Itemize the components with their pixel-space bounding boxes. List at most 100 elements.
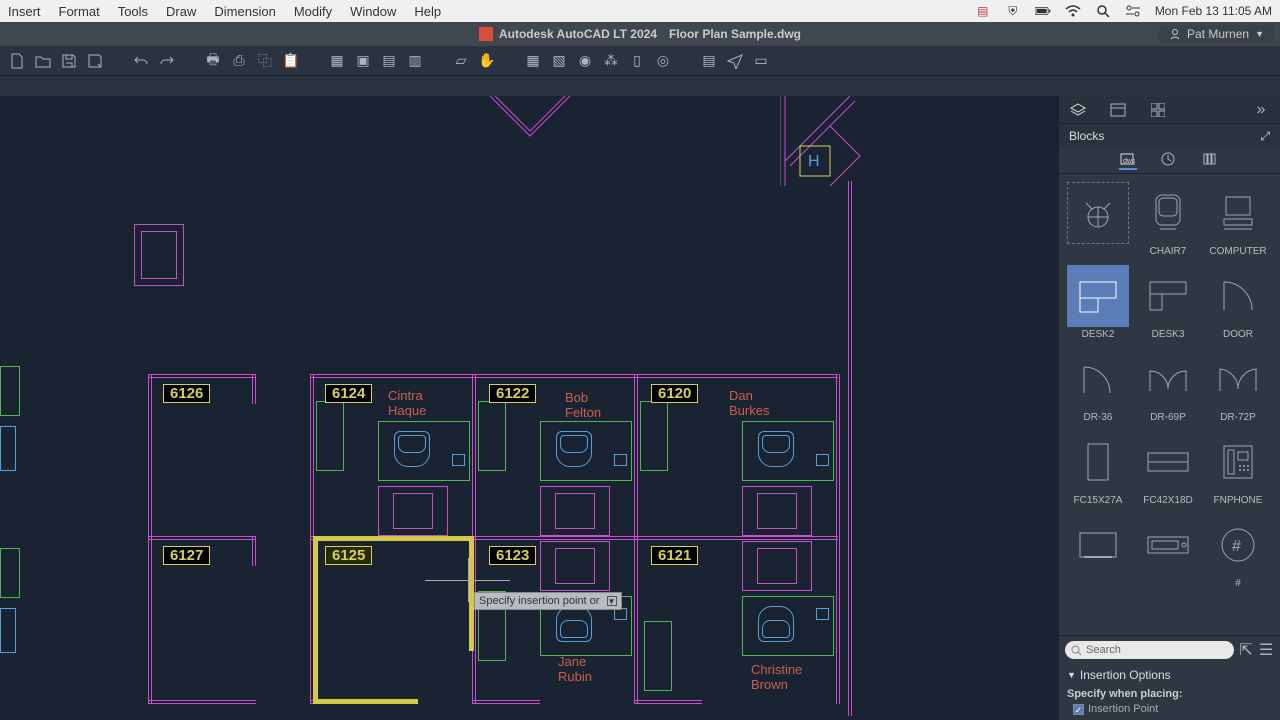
furniture-desk	[644, 621, 672, 691]
block-button[interactable]: ▣	[352, 50, 374, 72]
room-label: 6126	[163, 384, 210, 403]
spotlight-icon[interactable]	[1095, 3, 1111, 19]
wall	[472, 700, 540, 704]
app-name: Autodesk AutoCAD LT 2024	[499, 27, 657, 41]
insert-options-button[interactable]: ⇱	[1238, 640, 1254, 660]
computer-icon	[614, 454, 627, 466]
wall	[848, 181, 852, 716]
furniture-chair	[758, 606, 794, 642]
plot-preview-button[interactable]: ⎙	[228, 50, 250, 72]
block-search-input[interactable]: Search	[1065, 641, 1234, 659]
blocks-footer: Search ⇱ ☰ ▼ Insertion Options Specify w…	[1059, 635, 1280, 720]
selection-highlight	[313, 536, 318, 703]
occupant-name: DanBurkes	[729, 389, 769, 419]
svg-text:#: #	[1232, 538, 1241, 555]
save-as-button[interactable]	[84, 50, 106, 72]
open-file-button[interactable]	[32, 50, 54, 72]
pan-button[interactable]: ✋	[476, 50, 498, 72]
block-item-dr36[interactable]: DR-36	[1065, 348, 1131, 423]
tool-h-button[interactable]: ▭	[750, 50, 772, 72]
tool-c-button[interactable]: ◉	[574, 50, 596, 72]
user-account-button[interactable]: Pat Murnen ▼	[1159, 25, 1274, 43]
subtab-recent[interactable]	[1161, 152, 1179, 170]
block-item-door[interactable]: DOOR	[1205, 265, 1271, 340]
block-item[interactable]	[1065, 182, 1131, 257]
copy-button[interactable]: ⿻	[254, 50, 276, 72]
search-placeholder: Search	[1086, 644, 1121, 656]
panel-subtabs: dwg	[1059, 148, 1280, 174]
block-item-dr72p[interactable]: DR-72P	[1205, 348, 1271, 423]
panel-title: Blocks	[1069, 129, 1104, 143]
tool-e-button[interactable]: ▯	[626, 50, 648, 72]
block-item-fc42x18d[interactable]: FC42X18D	[1135, 431, 1201, 506]
shield-icon[interactable]: ⛨	[1005, 3, 1021, 19]
layer-button[interactable]: ▦	[326, 50, 348, 72]
menu-draw[interactable]: Draw	[166, 4, 196, 19]
block-item-chair7[interactable]: CHAIR7	[1135, 182, 1201, 257]
tool-b-button[interactable]: ▧	[548, 50, 570, 72]
panel-tab-properties[interactable]	[1109, 101, 1127, 119]
menu-format[interactable]: Format	[59, 4, 100, 19]
svg-text:H: H	[808, 153, 820, 170]
furniture-cabinet	[540, 541, 610, 591]
furniture-cabinet	[540, 486, 610, 536]
undo-button[interactable]	[130, 50, 152, 72]
panel-tab-bar: »	[1059, 96, 1280, 124]
panel-tab-layers[interactable]	[1069, 101, 1087, 119]
block-item-computer[interactable]: COMPUTER	[1205, 182, 1271, 257]
list-view-button[interactable]: ☰	[1258, 640, 1274, 660]
xref-button[interactable]: ▤	[378, 50, 400, 72]
app-indicator-icon[interactable]: ▤	[975, 3, 991, 19]
menu-window[interactable]: Window	[350, 4, 396, 19]
menu-modify[interactable]: Modify	[294, 4, 332, 19]
occupant-name: BobFelton	[565, 391, 601, 421]
block-item-desk2[interactable]: DESK2	[1065, 265, 1131, 340]
tool-g-button[interactable]: ▤	[698, 50, 720, 72]
new-file-button[interactable]	[6, 50, 28, 72]
panel-popout-icon[interactable]: ⤢	[1260, 129, 1270, 144]
panel-expand-button[interactable]: »	[1252, 101, 1270, 119]
menu-dimension[interactable]: Dimension	[214, 4, 275, 19]
insertion-point-checkbox[interactable]: ✓ Insertion Point	[1065, 702, 1274, 716]
menu-insert[interactable]: Insert	[8, 4, 41, 19]
room-label: 6121	[651, 546, 698, 565]
block-item-desk3[interactable]: DESK3	[1135, 265, 1201, 340]
tool-f-button[interactable]: ◎	[652, 50, 674, 72]
tool-d-button[interactable]: ⁂	[600, 50, 622, 72]
furniture-desk	[640, 401, 668, 471]
wall	[634, 700, 702, 704]
send-button[interactable]	[724, 50, 746, 72]
clock[interactable]: Mon Feb 13 11:05 AM	[1155, 4, 1272, 18]
tab-strip	[0, 76, 1280, 96]
selection-highlight	[313, 699, 418, 704]
block-item[interactable]: # #	[1205, 514, 1271, 589]
sheet-button[interactable]: ▥	[404, 50, 426, 72]
panel-tab-grid[interactable]	[1149, 101, 1167, 119]
menu-tools[interactable]: Tools	[118, 4, 148, 19]
save-button[interactable]	[58, 50, 80, 72]
drawing-canvas[interactable]: H	[0, 96, 1058, 720]
wall	[634, 536, 638, 704]
subtab-library[interactable]	[1203, 152, 1221, 170]
block-item-dr69p[interactable]: DR-69P	[1135, 348, 1201, 423]
measure-button[interactable]: ▱	[450, 50, 472, 72]
wall	[252, 374, 256, 404]
battery-icon[interactable]	[1035, 3, 1051, 19]
insertion-options-header[interactable]: ▼ Insertion Options	[1065, 664, 1274, 686]
block-item[interactable]	[1135, 514, 1201, 589]
blocks-panel: » Blocks ⤢ dwg CHAIR7	[1058, 96, 1280, 720]
tool-a-button[interactable]: ▦	[522, 50, 544, 72]
wall	[148, 536, 256, 540]
redo-button[interactable]	[156, 50, 178, 72]
room-label: 6127	[163, 546, 210, 565]
control-center-icon[interactable]	[1125, 3, 1141, 19]
paste-button[interactable]: 📋	[280, 50, 302, 72]
print-button[interactable]: 🖶	[202, 50, 224, 72]
wifi-icon[interactable]	[1065, 3, 1081, 19]
block-item-fc15x27a[interactable]: FC15X27A	[1065, 431, 1131, 506]
menu-help[interactable]: Help	[414, 4, 441, 19]
block-item-fnphone[interactable]: FNPHONE	[1205, 431, 1271, 506]
block-item[interactable]	[1065, 514, 1131, 589]
room-label: 6122	[489, 384, 536, 403]
subtab-drawing[interactable]: dwg	[1119, 152, 1137, 170]
